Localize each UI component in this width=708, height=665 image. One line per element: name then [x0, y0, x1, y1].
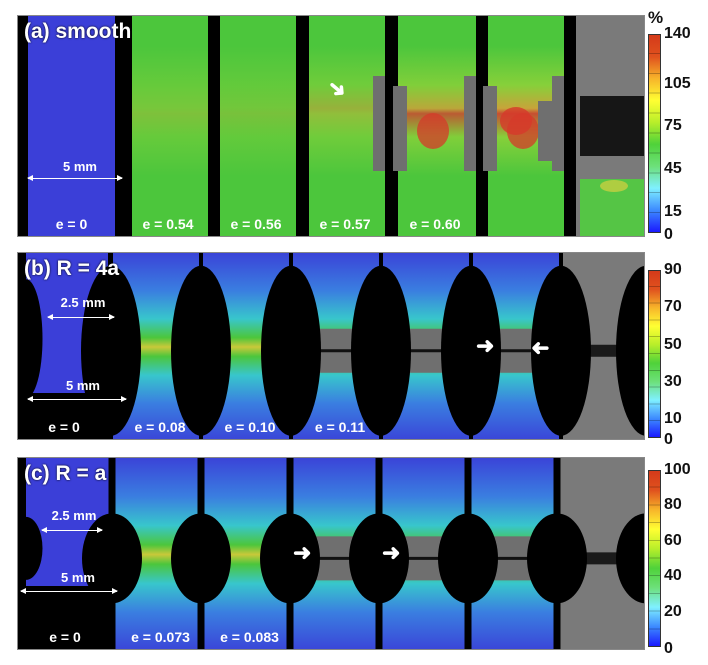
strain-label: e = 0.60	[409, 216, 461, 232]
notch	[616, 513, 644, 604]
scale-label-5mm: 5 mm	[66, 378, 100, 393]
colorbar-c	[648, 470, 661, 647]
scale-bar-5mm	[20, 587, 118, 594]
crack-arrow-icon: ➜	[382, 540, 401, 565]
colorbar-tick: 70	[664, 298, 682, 316]
strain-label: e = 0.10	[224, 419, 276, 435]
panel-a-label: (a) smooth	[24, 20, 132, 43]
specimen-frame	[220, 16, 296, 236]
strain-label: e = 0.073	[131, 629, 190, 645]
panel-c-label: (c) R = a	[24, 462, 107, 485]
specimen-frame	[309, 16, 385, 236]
scale-bar-2-5mm	[47, 313, 115, 320]
scale-label-5mm: 5 mm	[61, 570, 95, 585]
colorbar-tick: 100	[664, 461, 691, 478]
panel-c-strain-maps	[18, 458, 644, 649]
strain-label: e = 0	[55, 216, 88, 232]
crack-arrow-right-icon: ➜	[476, 333, 495, 358]
colorbar-a	[648, 34, 661, 233]
strain-label: e = 0.57	[319, 216, 371, 232]
colorbar-tick: 50	[664, 335, 682, 353]
specimen-frame	[28, 16, 115, 236]
colorbar-tick: 0	[664, 640, 673, 657]
strain-label: e = 0.083	[220, 629, 279, 645]
colorbar-tick: 90	[664, 261, 682, 278]
strain-label: e = 0	[49, 629, 81, 645]
panel-a-strain-maps	[28, 16, 644, 236]
notch	[616, 265, 644, 436]
panel-b-label: (b) R = 4a	[24, 257, 120, 280]
scale-bar-5mm	[27, 174, 123, 181]
strain-label: e = 0.56	[230, 216, 282, 232]
scale-label-2-5mm: 2.5 mm	[60, 295, 106, 310]
colorbar-tick: 10	[664, 410, 682, 428]
colorbar-b	[648, 270, 661, 438]
colorbar-tick: 0	[664, 226, 673, 243]
panel-c-ra: (c) R = a 2.5 mm 5 mm ➜ ➜ e = 0 e = 0.073…	[17, 457, 645, 650]
scale-bar-5mm	[27, 395, 127, 402]
strain-label: e = 0.08	[134, 419, 186, 435]
colorbar-tick: 60	[664, 531, 682, 549]
specimen-frame	[483, 16, 564, 236]
colorbar-tick: 15	[664, 202, 682, 220]
scale-label-2-5mm: 2.5 mm	[51, 508, 97, 523]
colorbar-tick: 45	[664, 160, 682, 178]
panel-b-r4a: (b) R = 4a 2.5 mm 5 mm ➜ ➜ e = 0 e = 0.08…	[17, 252, 645, 440]
colorbar-tick: 30	[664, 373, 682, 390]
colorbar-tick: 20	[664, 602, 682, 620]
colorbar-tick: 105	[664, 74, 691, 92]
specimen-frame	[576, 16, 644, 236]
specimen-frame	[132, 16, 208, 236]
colorbar-tick: 140	[664, 25, 691, 42]
scale-bar-2-5mm	[41, 526, 103, 533]
panel-b-strain-maps	[18, 253, 644, 439]
colorbar-tick: 80	[664, 496, 682, 514]
colorbar-tick: 0	[664, 431, 673, 448]
crack-arrow-icon: ➜	[293, 540, 312, 565]
strain-label: e = 0	[48, 419, 80, 435]
specimen-frame	[393, 16, 476, 236]
colorbar-tick: 40	[664, 567, 682, 585]
strain-label: e = 0.54	[142, 216, 194, 232]
crack-arrow-left-icon: ➜	[531, 335, 550, 360]
strain-label: e = 0.11	[314, 419, 366, 435]
colorbar-tick: 75	[664, 117, 682, 135]
scale-label-5mm: 5 mm	[63, 159, 97, 174]
colorbar-a-unit: %	[648, 8, 664, 27]
specimen-frame	[527, 458, 644, 649]
